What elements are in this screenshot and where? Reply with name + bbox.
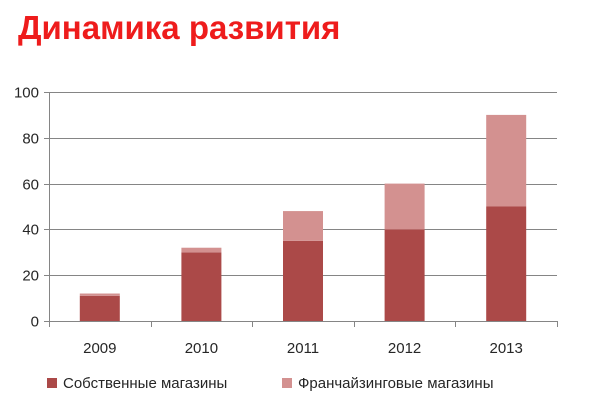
chart-title: Динамика развития: [18, 9, 341, 46]
bar-segment-franchise: [79, 293, 120, 296]
legend-label: Собственные магазины: [63, 375, 227, 392]
bar-segment-own: [79, 295, 120, 321]
x-tick-label: 2009: [83, 340, 116, 357]
bar-segment-franchise: [486, 114, 527, 207]
bar-segment-franchise: [283, 211, 323, 241]
x-tick-label: 2011: [287, 340, 319, 357]
y-tick-label: 0: [31, 314, 39, 331]
legend-label: Франчайзинговые магазины: [298, 375, 493, 392]
y-tick-label: 60: [22, 177, 39, 194]
bar-segment-franchise: [384, 183, 425, 230]
bar-segment-own: [181, 252, 222, 321]
x-tick-label: 2010: [185, 340, 218, 357]
bar-segment-own: [384, 229, 425, 321]
y-tick-label: 80: [22, 131, 39, 148]
x-tick-label: 2013: [490, 340, 523, 357]
legend-swatch: [47, 378, 57, 388]
x-tick-label: 2012: [388, 340, 421, 357]
bar-segment-own: [283, 240, 323, 321]
y-tick-label: 100: [14, 85, 39, 102]
bar-segment-own: [486, 206, 527, 321]
y-tick-label: 40: [22, 222, 39, 239]
legend-swatch: [282, 378, 292, 388]
y-tick-label: 20: [22, 268, 39, 285]
bar-segment-franchise: [181, 247, 222, 253]
